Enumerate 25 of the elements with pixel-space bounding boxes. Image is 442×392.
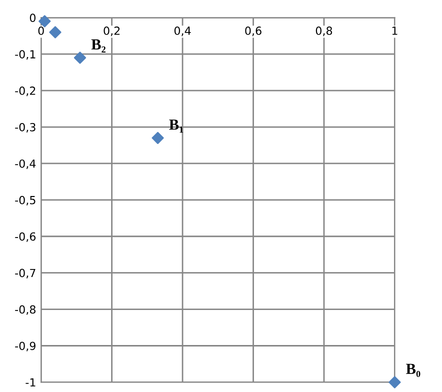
point [38, 15, 51, 28]
y-tick-label: -0,7 [15, 268, 36, 278]
x-tick-label: 0,8 [316, 26, 332, 36]
annotation: B₁ [169, 120, 184, 133]
y-tick-label: -0,6 [15, 232, 36, 242]
x-tick-label: 0,2 [104, 26, 120, 36]
annotation: B₂ [91, 39, 106, 52]
point [49, 26, 62, 38]
y-tick-label: -0,2 [15, 86, 36, 96]
y-tick-label: -0,8 [15, 305, 36, 315]
y-tick-label: -0,5 [15, 196, 36, 206]
x-tick-label: 0,4 [174, 26, 191, 36]
y-tick-label: -0,3 [15, 122, 36, 133]
x-tick-label: 0 [38, 26, 44, 35]
point [152, 132, 164, 144]
y-tick-label: 0 [30, 14, 36, 22]
point [388, 376, 401, 388]
x-tick-label: 1 [392, 26, 398, 35]
y-tick-label: -0,4 [15, 159, 36, 169]
y-tick-label: -0,9 [15, 342, 36, 352]
y-tick-label: -0,1 [15, 50, 36, 60]
x-tick-label: 0,6 [245, 26, 262, 36]
point [74, 52, 86, 64]
annotation: B₀ [406, 364, 420, 378]
y-tick-label: -1 [26, 378, 36, 386]
